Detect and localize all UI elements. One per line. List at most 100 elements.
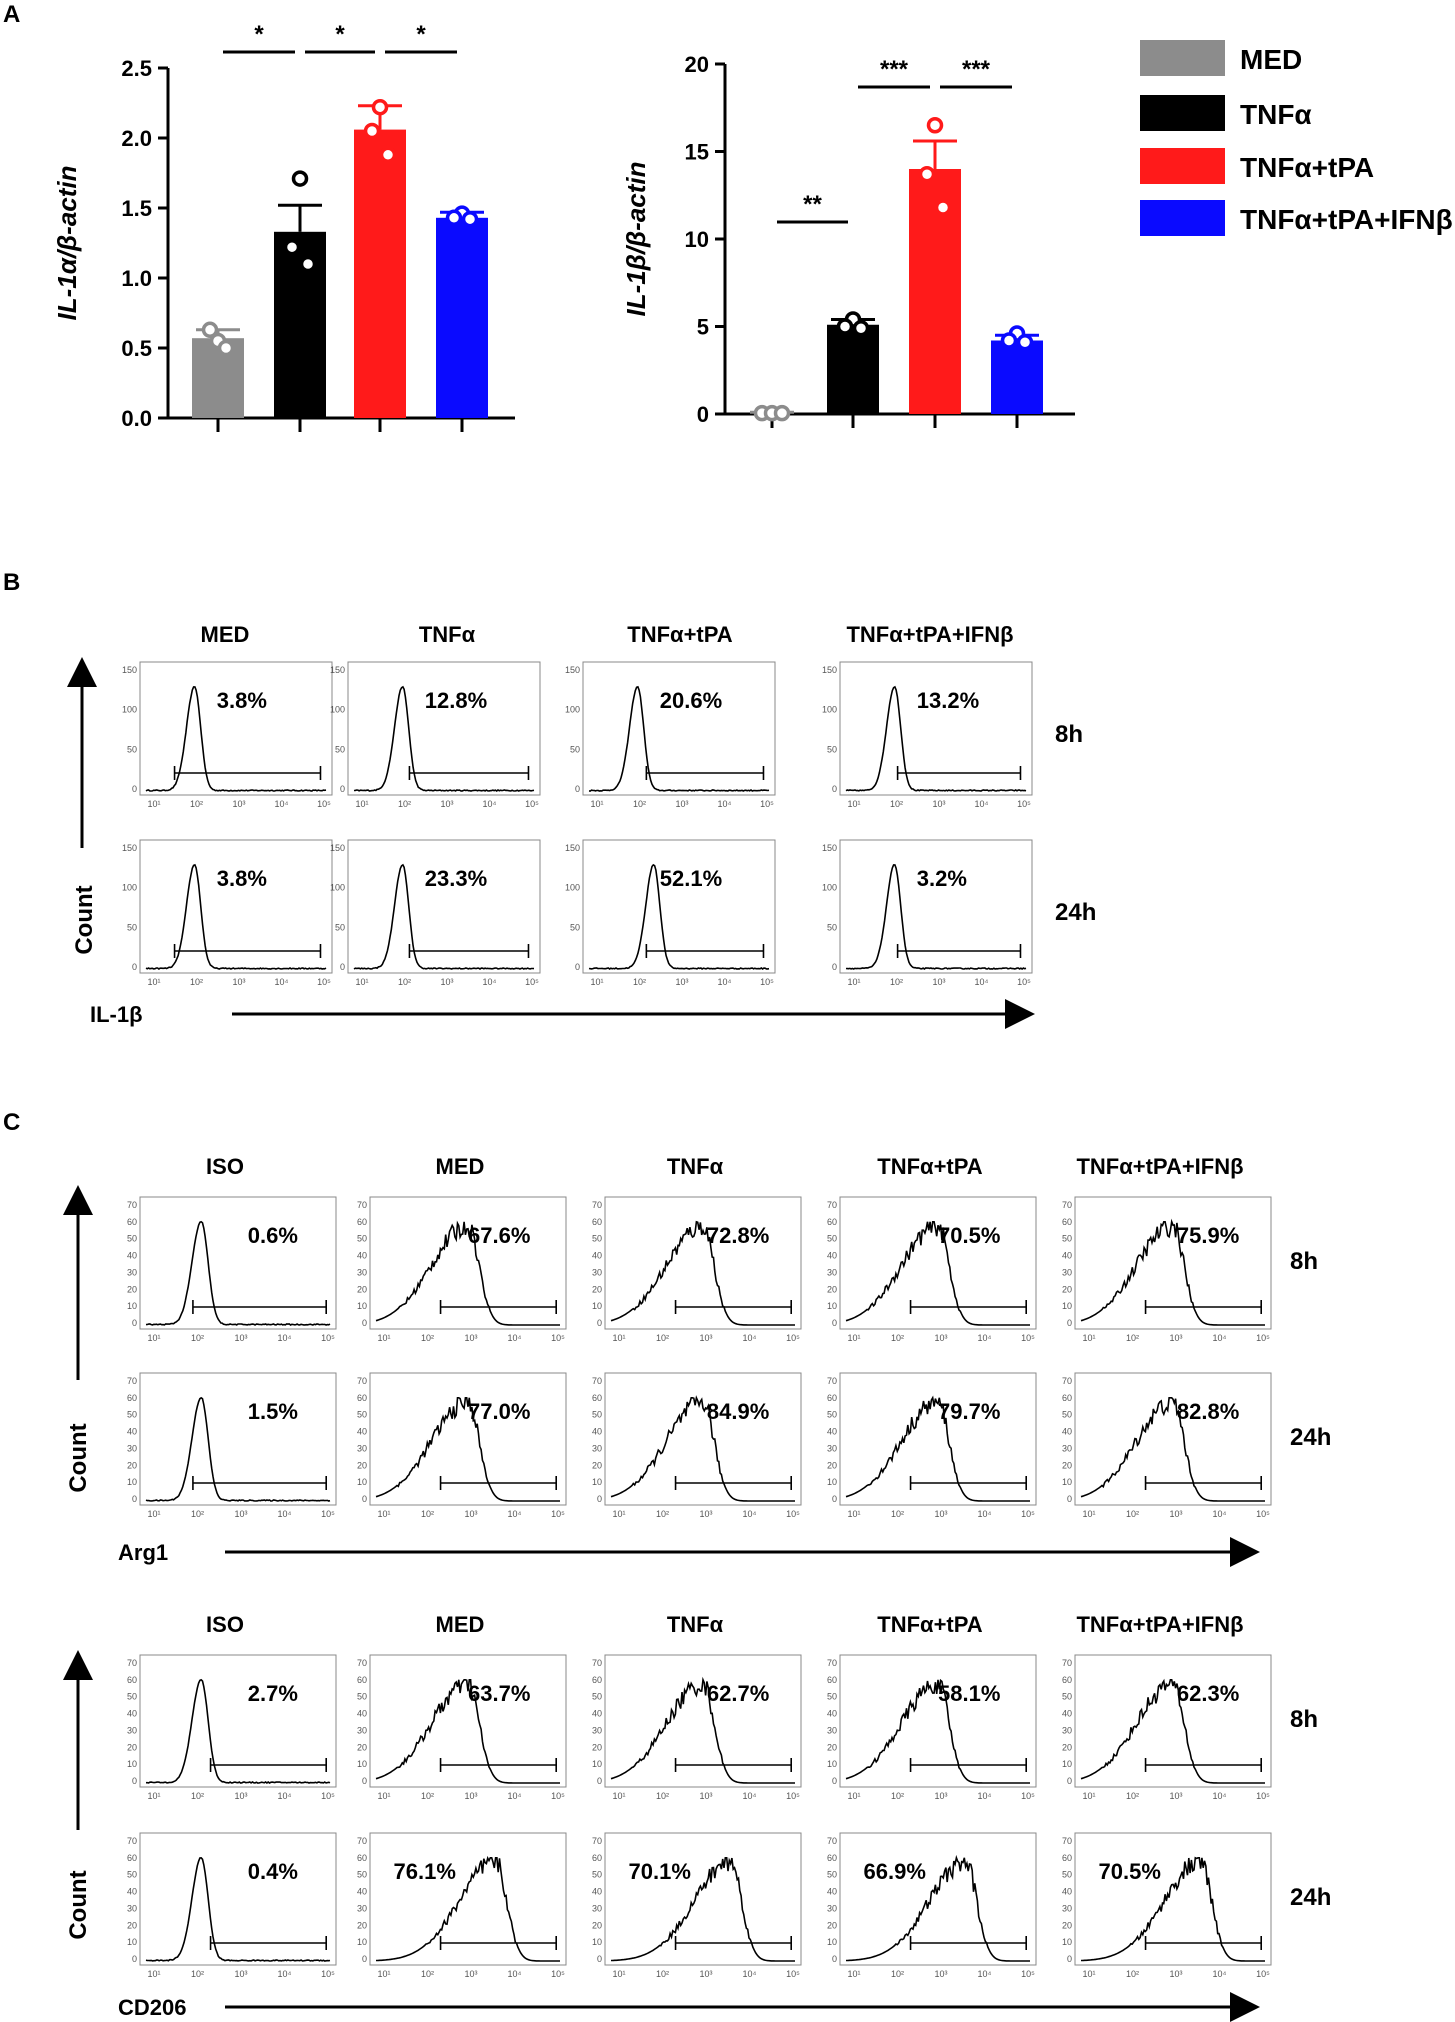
data-point — [773, 404, 791, 422]
histogram-y-tick: 50 — [357, 1870, 367, 1880]
data-point — [379, 146, 397, 164]
histogram-frame — [839, 661, 1033, 796]
histogram-y-tick: 40 — [357, 1427, 367, 1437]
histogram-y-tick: 30 — [1062, 1443, 1072, 1453]
gate-percentage: 84.9% — [707, 1399, 769, 1424]
histogram-frame — [369, 1654, 567, 1788]
histogram-y-tick: 50 — [827, 1692, 837, 1702]
column-header: MED — [436, 1612, 485, 1637]
histogram-y-tick: 70 — [1062, 1836, 1072, 1846]
histogram-y-tick: 40 — [592, 1251, 602, 1261]
y-tick-label: 15 — [685, 140, 709, 165]
histogram-x-tick: 10³ — [1169, 1969, 1182, 1979]
histogram-y-tick: 60 — [827, 1853, 837, 1863]
column-header: MED — [201, 622, 250, 647]
gate-percentage: 62.7% — [707, 1681, 769, 1706]
histogram-y-tick: 70 — [127, 1376, 137, 1386]
histogram-x-tick: 10² — [190, 977, 203, 987]
gate-percentage: 23.3% — [425, 866, 487, 891]
histogram-y-tick: 150 — [330, 843, 345, 853]
histogram-y-tick: 0 — [597, 1776, 602, 1786]
histogram-y-tick: 20 — [127, 1742, 137, 1752]
histogram-x-tick: 10² — [191, 1333, 204, 1343]
row-time-label: 8h — [1055, 721, 1083, 748]
histogram-curve — [145, 686, 327, 792]
histogram-y-tick: 30 — [592, 1903, 602, 1913]
histogram-frame — [369, 1372, 567, 1506]
histogram-x-tick: 10⁵ — [1256, 1969, 1270, 1979]
histogram-y-tick: 20 — [592, 1920, 602, 1930]
histogram-x-tick: 10⁴ — [483, 977, 497, 987]
histogram-x-tick: 10² — [656, 1791, 669, 1801]
legend-label-tnfa: TNFα — [1240, 99, 1312, 130]
histogram-x-tick: 10⁵ — [1021, 1969, 1035, 1979]
histogram-x-tick: 10⁴ — [743, 1509, 757, 1519]
histogram-x-tick: 10³ — [699, 1791, 712, 1801]
histogram-y-tick: 30 — [127, 1443, 137, 1453]
histogram-y-tick: 10 — [592, 1477, 602, 1487]
histogram-y-tick: 10 — [357, 1759, 367, 1769]
histogram-y-tick: 50 — [592, 1870, 602, 1880]
bar-2 — [354, 129, 406, 418]
histogram-x-tick: 10¹ — [612, 1509, 625, 1519]
histogram-y-tick: 40 — [357, 1251, 367, 1261]
histogram-y-tick: 0 — [597, 1318, 602, 1328]
histogram-y-tick: 50 — [1062, 1692, 1072, 1702]
histogram-x-tick: 10¹ — [847, 1969, 860, 1979]
histogram-y-tick: 100 — [565, 705, 580, 715]
histogram-x-tick: 10¹ — [355, 799, 368, 809]
row-time-label: 24h — [1290, 1424, 1331, 1451]
histogram-y-tick: 30 — [127, 1903, 137, 1913]
histogram-x-tick: 10⁴ — [1213, 1333, 1227, 1343]
histogram-y-tick: 10 — [592, 1937, 602, 1947]
gate-percentage: 72.8% — [707, 1223, 769, 1248]
histogram-curve — [1080, 1678, 1265, 1784]
histogram-y-tick: 0 — [362, 1954, 367, 1964]
histogram-y-tick: 40 — [592, 1709, 602, 1719]
histogram-y-tick: 30 — [1062, 1725, 1072, 1735]
histogram-y-tick: 0 — [1067, 1494, 1072, 1504]
histogram-x-tick: 10¹ — [847, 799, 860, 809]
histogram-y-tick: 70 — [592, 1836, 602, 1846]
histogram-y-tick: 30 — [127, 1267, 137, 1277]
y-tick-label: 2.5 — [121, 56, 152, 81]
significance-label: * — [335, 21, 345, 48]
histogram-x-tick: 10⁵ — [551, 1509, 565, 1519]
histogram-x-tick: 10⁵ — [551, 1969, 565, 1979]
histogram-y-tick: 0 — [597, 1494, 602, 1504]
histogram-y-tick: 70 — [357, 1658, 367, 1668]
histogram-y-tick: 30 — [357, 1267, 367, 1277]
histogram-x-tick: 10⁵ — [1256, 1333, 1270, 1343]
y-tick-label: 1.0 — [121, 266, 152, 291]
significance-label: * — [254, 21, 264, 48]
histogram-x-tick: 10⁵ — [321, 1969, 335, 1979]
histogram-y-tick: 10 — [592, 1759, 602, 1769]
histogram-y-tick: 60 — [357, 1217, 367, 1227]
histogram-frame — [839, 1654, 1037, 1788]
legend-label-med: MED — [1240, 44, 1302, 75]
histogram-y-tick: 150 — [565, 843, 580, 853]
histogram-y-tick: 0 — [362, 1776, 367, 1786]
histogram-y-tick: 100 — [122, 705, 137, 715]
histogram-y-tick: 50 — [827, 744, 837, 754]
histogram-x-tick: 10² — [633, 977, 646, 987]
gate-percentage: 63.7% — [468, 1681, 530, 1706]
histogram-x-tick: 10⁴ — [975, 977, 989, 987]
histogram-x-tick: 10¹ — [1082, 1969, 1095, 1979]
histogram-y-tick: 20 — [827, 1460, 837, 1470]
histogram-x-tick: 10³ — [699, 1509, 712, 1519]
histogram-y-tick: 20 — [827, 1920, 837, 1930]
gate-percentage: 0.6% — [248, 1223, 298, 1248]
gate-percentage: 58.1% — [938, 1681, 1000, 1706]
histogram-curve — [145, 1856, 331, 1962]
row-time-label: 24h — [1055, 899, 1096, 926]
histogram-x-tick: 10⁵ — [786, 1791, 800, 1801]
histogram-y-tick: 50 — [127, 1234, 137, 1244]
histogram-x-tick: 10² — [656, 1333, 669, 1343]
histogram-x-tick: 10⁴ — [1213, 1509, 1227, 1519]
data-point — [934, 199, 952, 216]
histogram-x-tick: 10² — [398, 977, 411, 987]
histogram-y-tick: 150 — [122, 665, 137, 675]
bar-3 — [436, 217, 488, 418]
histogram-y-tick: 60 — [827, 1393, 837, 1403]
